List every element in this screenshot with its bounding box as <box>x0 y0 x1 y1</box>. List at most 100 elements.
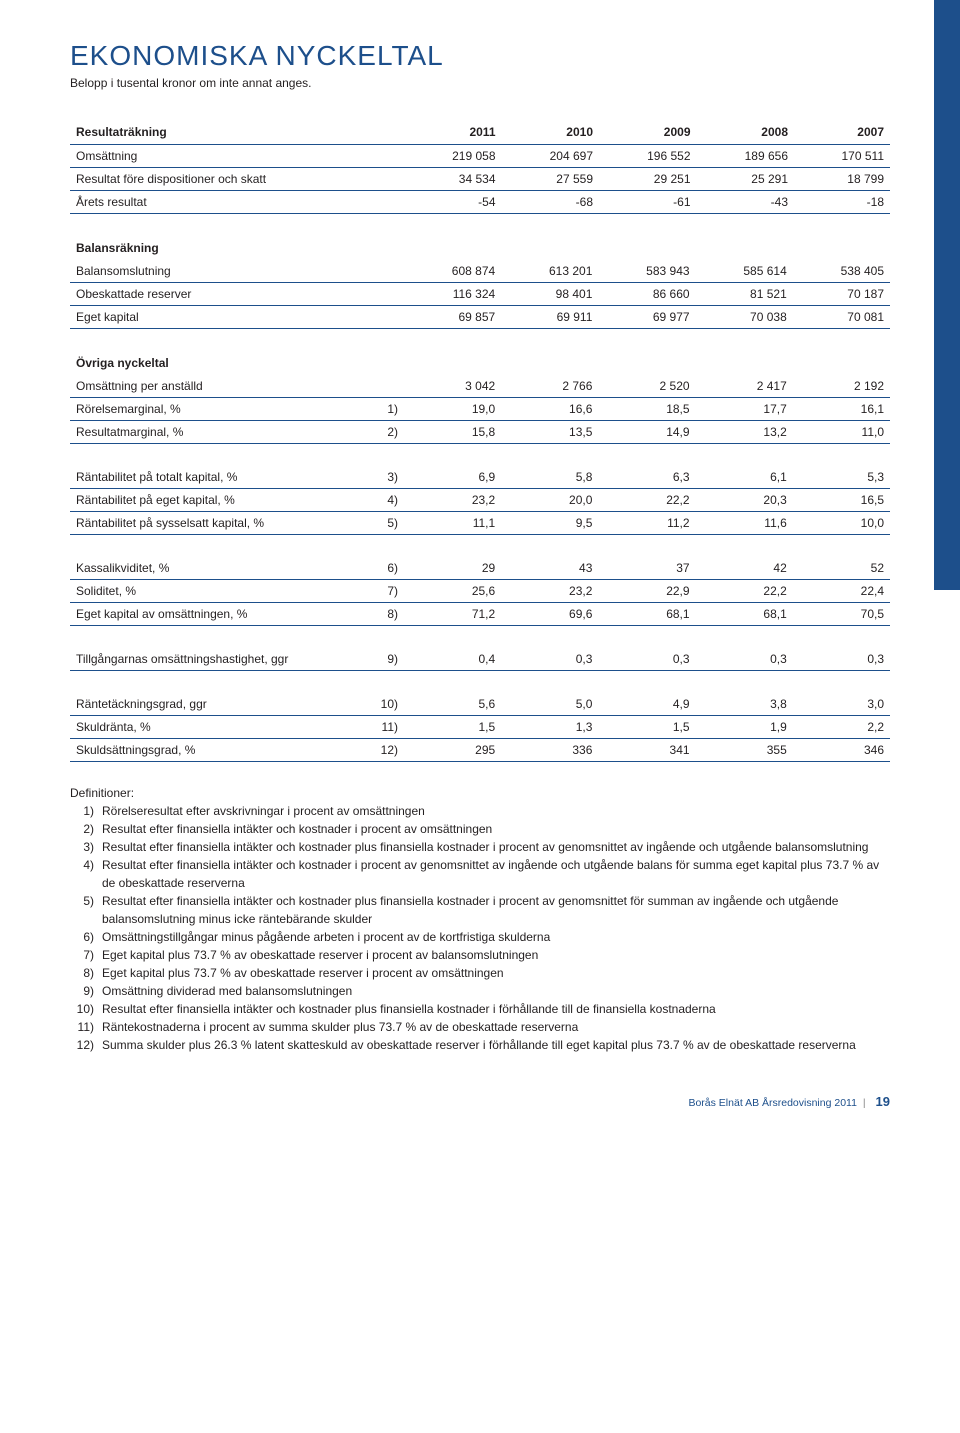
header-row: Balansräkning <box>70 236 890 260</box>
cell: 70 187 <box>793 283 890 306</box>
financial-table: Räntetäckningsgrad, ggr10) 5,65,04,93,83… <box>70 693 890 762</box>
section-header-resultatrakning: Resultaträkning <box>70 120 370 145</box>
cell: 98 401 <box>501 283 598 306</box>
table-row: Räntabilitet på sysselsatt kapital, %5) … <box>70 512 890 535</box>
footer-separator: | <box>863 1097 866 1109</box>
cell: -18 <box>794 191 890 214</box>
definition-item: 4)Resultat efter finansiella intäkter oc… <box>70 856 890 892</box>
definition-text: Resultat efter finansiella intäkter och … <box>102 856 890 892</box>
col-year: 2009 <box>599 120 697 145</box>
table-row: Skuldsättningsgrad, %12) 295336341355346 <box>70 739 890 762</box>
footer-text: Borås Elnät AB Årsredovisning 2011 <box>688 1097 857 1109</box>
cell: 86 660 <box>598 283 695 306</box>
definition-text: Resultat efter finansiella intäkter och … <box>102 838 890 856</box>
cell: 204 697 <box>502 145 600 168</box>
cell: 19,0 <box>404 398 501 421</box>
row-note: 2) <box>370 421 404 444</box>
section-header-ovriga: Övriga nyckeltal <box>70 351 890 375</box>
table-row: Obeskattade reserver 116 32498 40186 660… <box>70 283 890 306</box>
cell: 1,5 <box>404 716 501 739</box>
cell: 170 511 <box>794 145 890 168</box>
page-footer: Borås Elnät AB Årsredovisning 2011 | 19 <box>70 1094 890 1109</box>
cell: -68 <box>502 191 600 214</box>
row-label: Rörelsemarginal, % <box>70 398 370 421</box>
definition-number: 3) <box>70 838 102 856</box>
definition-item: 6)Omsättningstillgångar minus pågående a… <box>70 928 890 946</box>
col-year: 2011 <box>404 120 502 145</box>
definition-text: Omsättning dividerad med balansomslutnin… <box>102 982 890 1000</box>
row-label: Räntabilitet på sysselsatt kapital, % <box>70 512 370 535</box>
definition-number: 1) <box>70 802 102 820</box>
cell: 583 943 <box>598 260 695 283</box>
cell: 69 857 <box>404 306 501 329</box>
definition-item: 3)Resultat efter finansiella intäkter oc… <box>70 838 890 856</box>
cell: 18,5 <box>598 398 695 421</box>
sidebar-accent <box>934 0 960 590</box>
row-label: Räntabilitet på totalt kapital, % <box>70 466 370 489</box>
row-note <box>370 260 404 283</box>
table-row: Eget kapital 69 85769 91169 97770 03870 … <box>70 306 890 329</box>
header-row: Resultaträkning 2011 2010 2009 2008 2007 <box>70 120 890 145</box>
definition-item: 8)Eget kapital plus 73.7 % av obeskattad… <box>70 964 890 982</box>
financial-table: Övriga nyckeltal Omsättning per anställd… <box>70 351 890 444</box>
cell: 3 042 <box>404 375 501 398</box>
definition-item: 10)Resultat efter finansiella intäkter o… <box>70 1000 890 1018</box>
cell: 341 <box>598 739 695 762</box>
table-row: Årets resultat -54-68-61-43-18 <box>70 191 890 214</box>
cell: 69 977 <box>598 306 695 329</box>
cell: 16,1 <box>793 398 890 421</box>
cell: 20,3 <box>696 489 793 512</box>
cell: 2,2 <box>793 716 890 739</box>
cell: 18 799 <box>794 168 890 191</box>
cell: 69 911 <box>501 306 598 329</box>
definition-number: 12) <box>70 1036 102 1054</box>
page-subtitle: Belopp i tusental kronor om inte annat a… <box>70 76 890 90</box>
cell: 295 <box>404 739 501 762</box>
cell: 11,6 <box>696 512 793 535</box>
row-label: Tillgångarnas omsättningshastighet, ggr <box>70 648 370 671</box>
cell: 3,8 <box>696 693 793 716</box>
cell: 6,1 <box>696 466 793 489</box>
cell: 11,2 <box>598 512 695 535</box>
cell: 34 534 <box>404 168 502 191</box>
row-label: Kassalikviditet, % <box>70 557 370 580</box>
cell: 52 <box>793 557 890 580</box>
definition-text: Eget kapital plus 73.7 % av obeskattade … <box>102 946 890 964</box>
row-note: 10) <box>370 693 404 716</box>
cell: 15,8 <box>404 421 501 444</box>
cell: 22,4 <box>793 580 890 603</box>
cell: 37 <box>598 557 695 580</box>
definition-text: Rörelseresultat efter avskrivningar i pr… <box>102 802 890 820</box>
cell: 613 201 <box>501 260 598 283</box>
table-row: Eget kapital av omsättningen, %8) 71,269… <box>70 603 890 626</box>
definition-text: Eget kapital plus 73.7 % av obeskattade … <box>102 964 890 982</box>
table-row: Kassalikviditet, %6) 2943374252 <box>70 557 890 580</box>
table-row: Soliditet, %7) 25,623,222,922,222,4 <box>70 580 890 603</box>
cell: 0,3 <box>696 648 793 671</box>
definition-text: Resultat efter finansiella intäkter och … <box>102 820 890 838</box>
row-label: Resultat före dispositioner och skatt <box>70 168 370 191</box>
table-row: Rörelsemarginal, %1) 19,016,618,517,716,… <box>70 398 890 421</box>
cell: 20,0 <box>501 489 598 512</box>
cell: 196 552 <box>599 145 697 168</box>
row-note: 6) <box>370 557 404 580</box>
cell: 10,0 <box>793 512 890 535</box>
cell: 42 <box>696 557 793 580</box>
table-row: Skuldränta, %11) 1,51,31,51,92,2 <box>70 716 890 739</box>
cell: 17,7 <box>696 398 793 421</box>
cell: 5,8 <box>501 466 598 489</box>
row-note: 12) <box>370 739 404 762</box>
cell: 1,5 <box>598 716 695 739</box>
row-label: Eget kapital av omsättningen, % <box>70 603 370 626</box>
row-label: Skuldsättningsgrad, % <box>70 739 370 762</box>
row-label: Omsättning per anställd <box>70 375 370 398</box>
cell: 69,6 <box>501 603 598 626</box>
definition-number: 5) <box>70 892 102 928</box>
cell: 0,4 <box>404 648 501 671</box>
definition-item: 7)Eget kapital plus 73.7 % av obeskattad… <box>70 946 890 964</box>
row-note <box>370 168 404 191</box>
cell: -54 <box>404 191 502 214</box>
page-title: EKONOMISKA NYCKELTAL <box>70 40 890 72</box>
definition-number: 6) <box>70 928 102 946</box>
row-label: Skuldränta, % <box>70 716 370 739</box>
